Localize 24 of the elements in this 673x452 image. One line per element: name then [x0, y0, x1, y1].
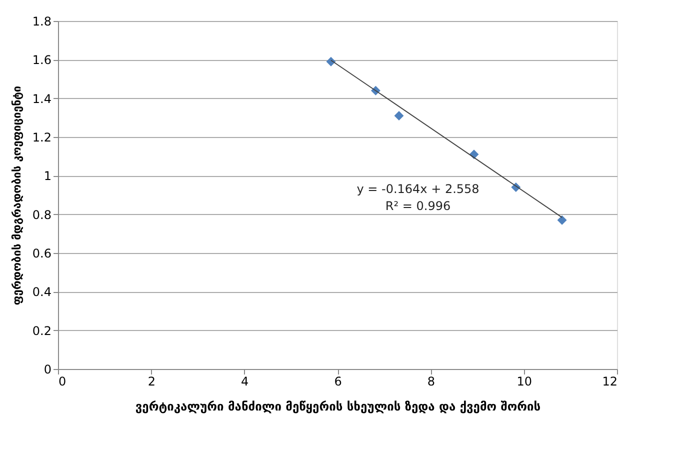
x-tick-label: 10	[516, 374, 532, 388]
x-tick-label: 12	[602, 374, 618, 388]
x-tick-label: 2	[148, 374, 156, 388]
x-tick-label: 6	[334, 374, 342, 388]
y-tick-label: 0	[44, 362, 52, 376]
annotation: R² = 0.996	[385, 199, 451, 213]
y-tick-label: 1.2	[32, 130, 52, 144]
point	[557, 215, 567, 225]
y-tick-label: 1.4	[32, 92, 52, 106]
annotation: y = -0.164x + 2.558	[356, 182, 480, 196]
x-tick-label: 8	[427, 374, 435, 388]
point	[326, 56, 336, 66]
x-tick-label: 0	[58, 374, 66, 388]
x-axis-title: ვერტიკალური მანძილი მეწყერის სხეულის ზედა და ქვემო შორის	[135, 400, 541, 414]
y-tick-label: 0.8	[32, 208, 52, 222]
y-tick-label: 1	[44, 169, 52, 184]
x-tick-label: 4	[241, 374, 249, 388]
y-tick-label: 1.8	[32, 14, 52, 28]
y-tick-label: 1.6	[32, 53, 52, 68]
y-tick-label: 0.4	[32, 285, 52, 300]
y-tick-label: 0.6	[32, 246, 52, 260]
y-tick-label: 0.2	[32, 324, 52, 338]
point	[394, 110, 404, 120]
y-axis-title: ფერდობის მდგრადობის კოეფიციენტი	[10, 86, 24, 306]
